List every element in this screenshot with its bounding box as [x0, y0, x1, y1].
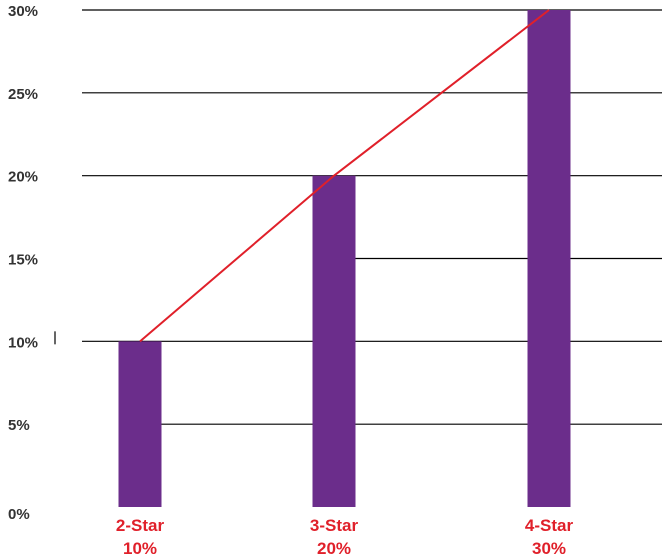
trend-line — [139, 9, 550, 343]
y-axis-tick-labels: 0% 5% 10% 15% 20% 25% 30% — [8, 3, 56, 523]
category-label: 2-Star — [116, 516, 165, 535]
bar-4-star — [527, 10, 571, 507]
category-labels: 2-Star 10% 3-Star 20% 4-Star 30% — [116, 516, 574, 558]
category-label: 4-Star — [525, 516, 574, 535]
y-tick-label: 20% — [8, 169, 38, 186]
bars — [118, 10, 571, 507]
trend-line-group — [139, 9, 550, 343]
y-tick-label: 10% — [8, 334, 38, 351]
y-tick-label: 5% — [8, 417, 30, 434]
data-label: 30% — [532, 539, 566, 558]
y-tick-label: 25% — [8, 86, 38, 103]
y-tick-label: 0% — [8, 506, 30, 523]
grid-lines — [82, 9, 662, 425]
y-tick-label: 30% — [8, 3, 38, 20]
y-tick-label: 15% — [8, 252, 38, 269]
data-label: 20% — [317, 539, 351, 558]
bar-3-star — [312, 175, 356, 507]
bar-2-star — [118, 341, 162, 507]
data-label: 10% — [123, 539, 157, 558]
category-label: 3-Star — [310, 516, 359, 535]
